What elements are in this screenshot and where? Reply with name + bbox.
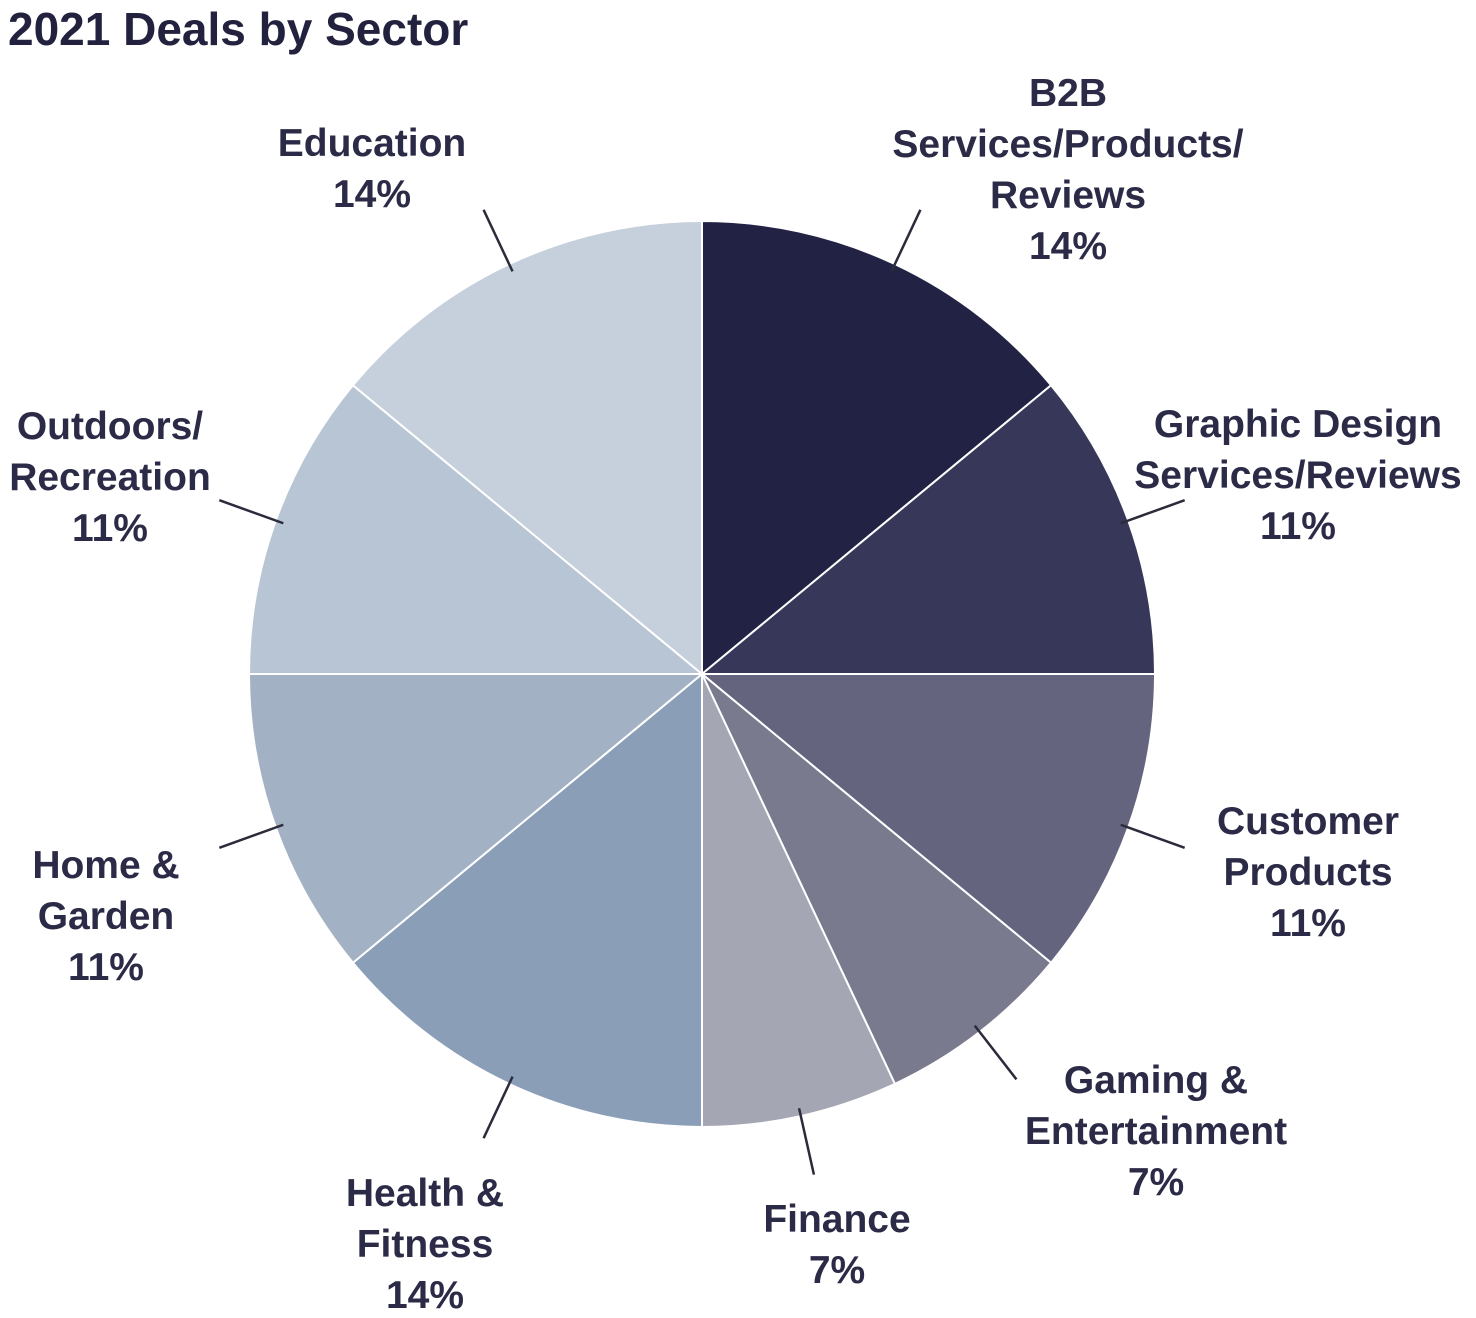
leader-line-finance [797,1108,816,1175]
slice-label-finance: Finance 7% [763,1198,910,1292]
slice-name-line: Outdoors/ [17,405,203,448]
slice-name-line: Garden [38,895,175,938]
leader-line-customer-products [1120,823,1186,849]
slice-value-label: 11% [1270,902,1346,945]
slice-value-label: 11% [72,507,148,550]
slice-value-label: 14% [386,1274,464,1317]
slice-value-label: 14% [1029,225,1107,268]
slice-name-line: Home & [32,844,179,887]
slice-value-label: 7% [809,1249,865,1292]
slice-name-line: Customer [1217,800,1399,843]
slice-name-line: Services/Reviews [1134,454,1461,497]
slice-value-label: 11% [68,946,144,989]
slice-label-graphic-design-services-reviews: Graphic Design Services/Reviews 11% [1134,403,1461,548]
slice-name-line: Finance [763,1198,910,1241]
slice-name-line: Reviews [990,174,1146,217]
slice-label-outdoors-recreation: Outdoors/Recreation 11% [9,405,211,550]
leader-line-home-garden [218,823,284,849]
leader-line-b2b-services-products-reviews [890,209,922,272]
leader-line-education [482,209,514,272]
slice-name-line: Recreation [9,456,211,499]
leader-line-gaming-entertainment [973,1024,1018,1081]
slice-value-label: 7% [1128,1161,1184,1204]
slice-label-education: Education 14% [278,122,467,216]
slice-name-line: Health & [346,1172,504,1215]
slice-name-line: Fitness [357,1223,494,1266]
pie-slices [248,220,1156,1128]
slice-labels: B2B Services/Products/Reviews 14% Graphic D… [9,72,1461,1317]
slice-value-label: 14% [333,173,411,216]
slice-name-line: Services/Products/ [892,123,1243,166]
slice-name-line: B2B [1029,72,1107,115]
slice-name-line: Entertainment [1025,1110,1287,1153]
slice-label-home-garden: Home & Garden 11% [32,844,179,989]
slice-name-line: Education [278,122,467,165]
leader-line-health-fitness [482,1076,514,1139]
leader-line-outdoors-recreation [218,499,284,525]
slice-label-customer-products: Customer Products 11% [1217,800,1399,945]
leader-line-graphic-design-services-reviews [1120,499,1186,525]
slice-value-label: 11% [1260,505,1336,548]
slice-label-health-fitness: Health & Fitness 14% [346,1172,504,1317]
chart-title: 2021 Deals by Sector [8,3,469,55]
slice-label-gaming-entertainment: Gaming & Entertainment 7% [1025,1059,1287,1204]
slice-name-line: Graphic Design [1154,403,1442,446]
leader-lines [218,209,1186,1175]
slice-name-line: Products [1223,851,1392,894]
slice-label-b2b-services-products-reviews: B2B Services/Products/Reviews 14% [892,72,1243,268]
slice-name-line: Gaming & [1064,1059,1248,1102]
